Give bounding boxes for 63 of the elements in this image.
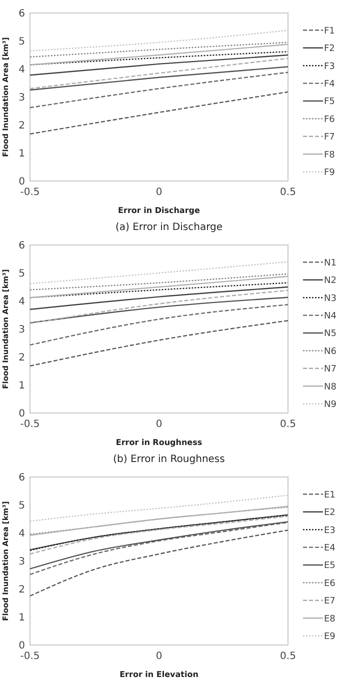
legend-label: F8: [324, 150, 336, 160]
y-tick-label: 3: [18, 324, 25, 336]
x-tick-label: 0.5: [280, 419, 296, 430]
legend-label: E6: [324, 578, 336, 589]
legend-label: N7: [324, 364, 336, 375]
legend-label: N4: [324, 311, 337, 322]
y-tick-label: 4: [18, 64, 25, 76]
line-series: [29, 530, 289, 597]
legend-label: E1: [324, 490, 336, 500]
legend-label: N5: [324, 329, 336, 340]
x-tick-label: 0: [156, 419, 162, 430]
legend-label: F6: [324, 114, 336, 125]
y-tick-label: 4: [18, 528, 25, 540]
y-tick-label: 2: [18, 352, 25, 364]
legend-label: E9: [324, 632, 336, 642]
legend-label: F7: [324, 132, 335, 143]
x-axis-title: Error in Elevation: [120, 670, 199, 679]
legend-label: F1: [324, 26, 335, 36]
legend-label: E4: [324, 543, 336, 554]
legend-label: N1: [324, 258, 336, 268]
legend-label: E7: [324, 596, 336, 607]
text: (b) Error in Roughness: [113, 454, 225, 465]
legend-label: F9: [324, 168, 336, 178]
y-tick-label: 0: [18, 176, 25, 188]
y-tick-label: 1: [18, 380, 25, 392]
text: (a) Error in Discharge: [115, 222, 223, 233]
legend-label: E8: [324, 614, 336, 624]
y-tick-label: 6: [18, 8, 25, 20]
x-tick-label: 0: [156, 651, 162, 662]
legend-label: E2: [324, 508, 336, 518]
x-tick-label: -0.5: [20, 651, 40, 662]
y-tick-label: 5: [18, 500, 25, 512]
legend-label: N3: [324, 294, 336, 304]
y-tick-label: 1: [18, 148, 25, 160]
legend-label: F4: [324, 79, 336, 90]
x-tick-label: 0.5: [280, 187, 296, 198]
legend-label: F3: [324, 62, 335, 72]
y-tick-label: 5: [18, 36, 25, 48]
y-tick-label: 5: [18, 268, 25, 280]
x-tick-label: -0.5: [20, 419, 40, 430]
y-tick-label: 1: [18, 612, 25, 624]
legend-label: E3: [324, 526, 336, 536]
legend-label: E5: [324, 561, 336, 572]
y-tick-label: 4: [18, 296, 25, 308]
y-tick-label: 3: [18, 92, 25, 104]
y-tick-label: 0: [18, 640, 25, 652]
y-tick-label: 2: [18, 584, 25, 596]
y-tick-label: 2: [18, 120, 25, 132]
y-tick-label: 6: [18, 240, 25, 252]
x-axis-title: Error in Roughness: [116, 438, 202, 447]
y-tick-label: 6: [18, 472, 25, 484]
y-tick-label: 3: [18, 556, 25, 568]
legend-label: N2: [324, 276, 336, 286]
legend-label: N9: [324, 400, 337, 410]
x-axis-title: Error in Discharge: [118, 206, 201, 215]
legend-label: N8: [324, 382, 337, 392]
x-tick-label: -0.5: [20, 187, 40, 198]
legend-label: F2: [324, 44, 335, 54]
x-tick-label: 0.5: [280, 651, 296, 662]
y-tick-label: 0: [18, 408, 25, 420]
x-tick-label: 0: [156, 187, 162, 198]
legend-label: N6: [324, 346, 337, 357]
legend-label: F5: [324, 97, 335, 108]
